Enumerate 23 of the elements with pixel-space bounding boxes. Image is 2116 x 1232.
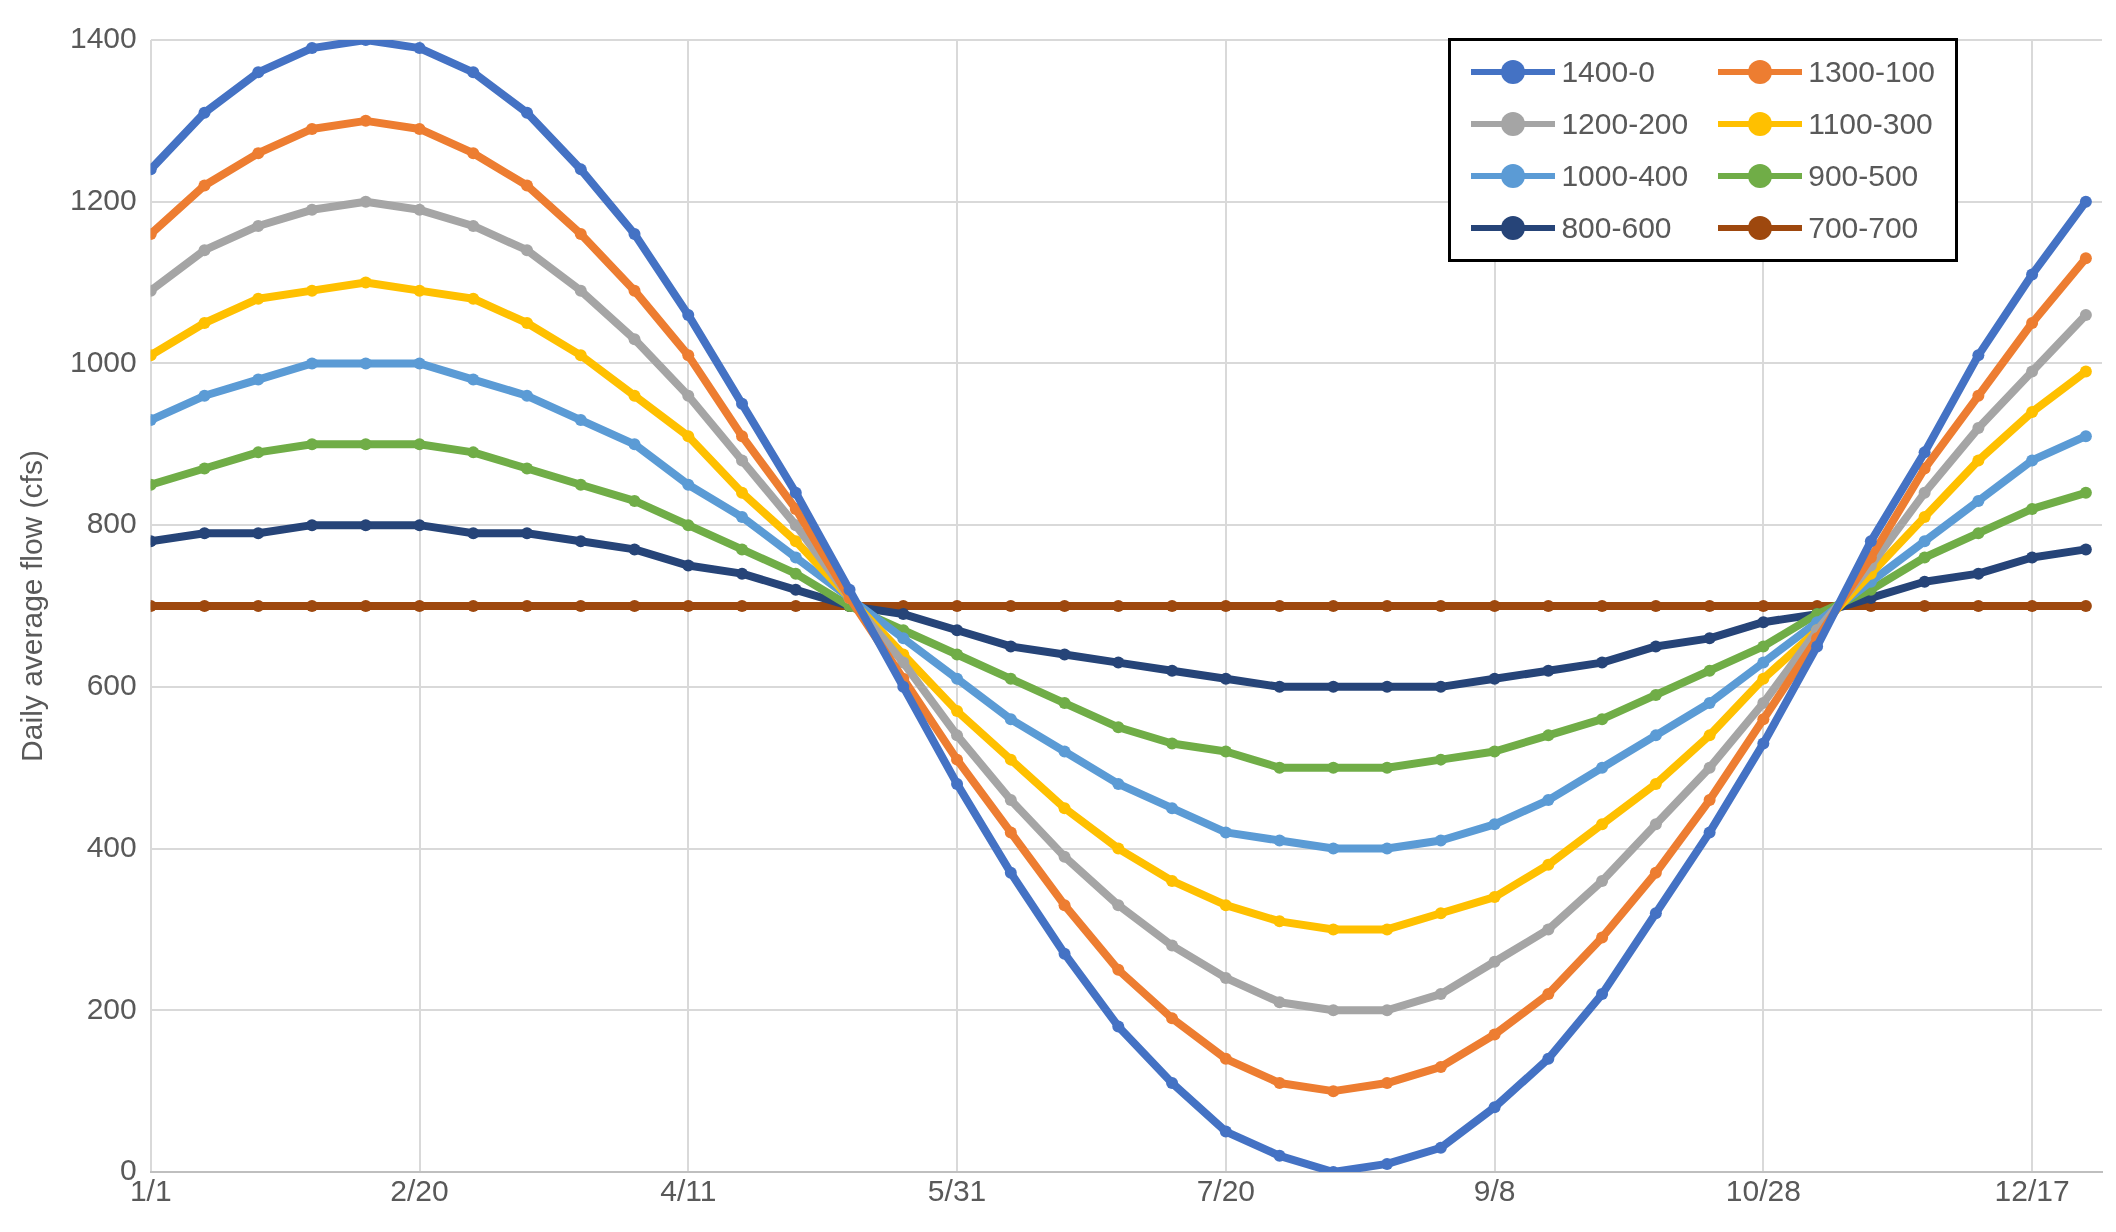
- legend-label: 1100-300: [1808, 107, 1933, 141]
- y-tick-label: 200: [86, 991, 137, 1025]
- x-tick-label: 10/28: [1725, 1174, 1801, 1208]
- y-axis-title: Daily average flow (cfs): [15, 450, 49, 762]
- x-tick-label: 12/17: [1994, 1174, 2070, 1208]
- legend-label: 1400-0: [1561, 55, 1655, 89]
- legend-label: 1300-100: [1808, 55, 1935, 89]
- legend-label: 800-600: [1561, 211, 1672, 245]
- x-tick-label: 7/20: [1196, 1174, 1256, 1208]
- x-tick-label: 2/20: [390, 1174, 449, 1208]
- legend-label: 900-500: [1808, 159, 1919, 193]
- x-tick-label: 9/8: [1473, 1174, 1516, 1208]
- y-tick-label: 1400: [69, 21, 137, 55]
- y-tick-label: 600: [86, 668, 137, 702]
- legend-label: 1200-200: [1561, 107, 1689, 141]
- legend-label: 1000-400: [1561, 159, 1689, 193]
- x-tick-label: 4/11: [660, 1174, 717, 1208]
- y-tick-label: 400: [86, 829, 137, 863]
- y-tick-label: 800: [86, 506, 137, 540]
- x-tick-label: 5/31: [927, 1174, 987, 1208]
- legend-label: 700-700: [1808, 211, 1919, 245]
- y-tick-label: 1000: [69, 344, 137, 378]
- y-tick-label: 1200: [69, 182, 137, 216]
